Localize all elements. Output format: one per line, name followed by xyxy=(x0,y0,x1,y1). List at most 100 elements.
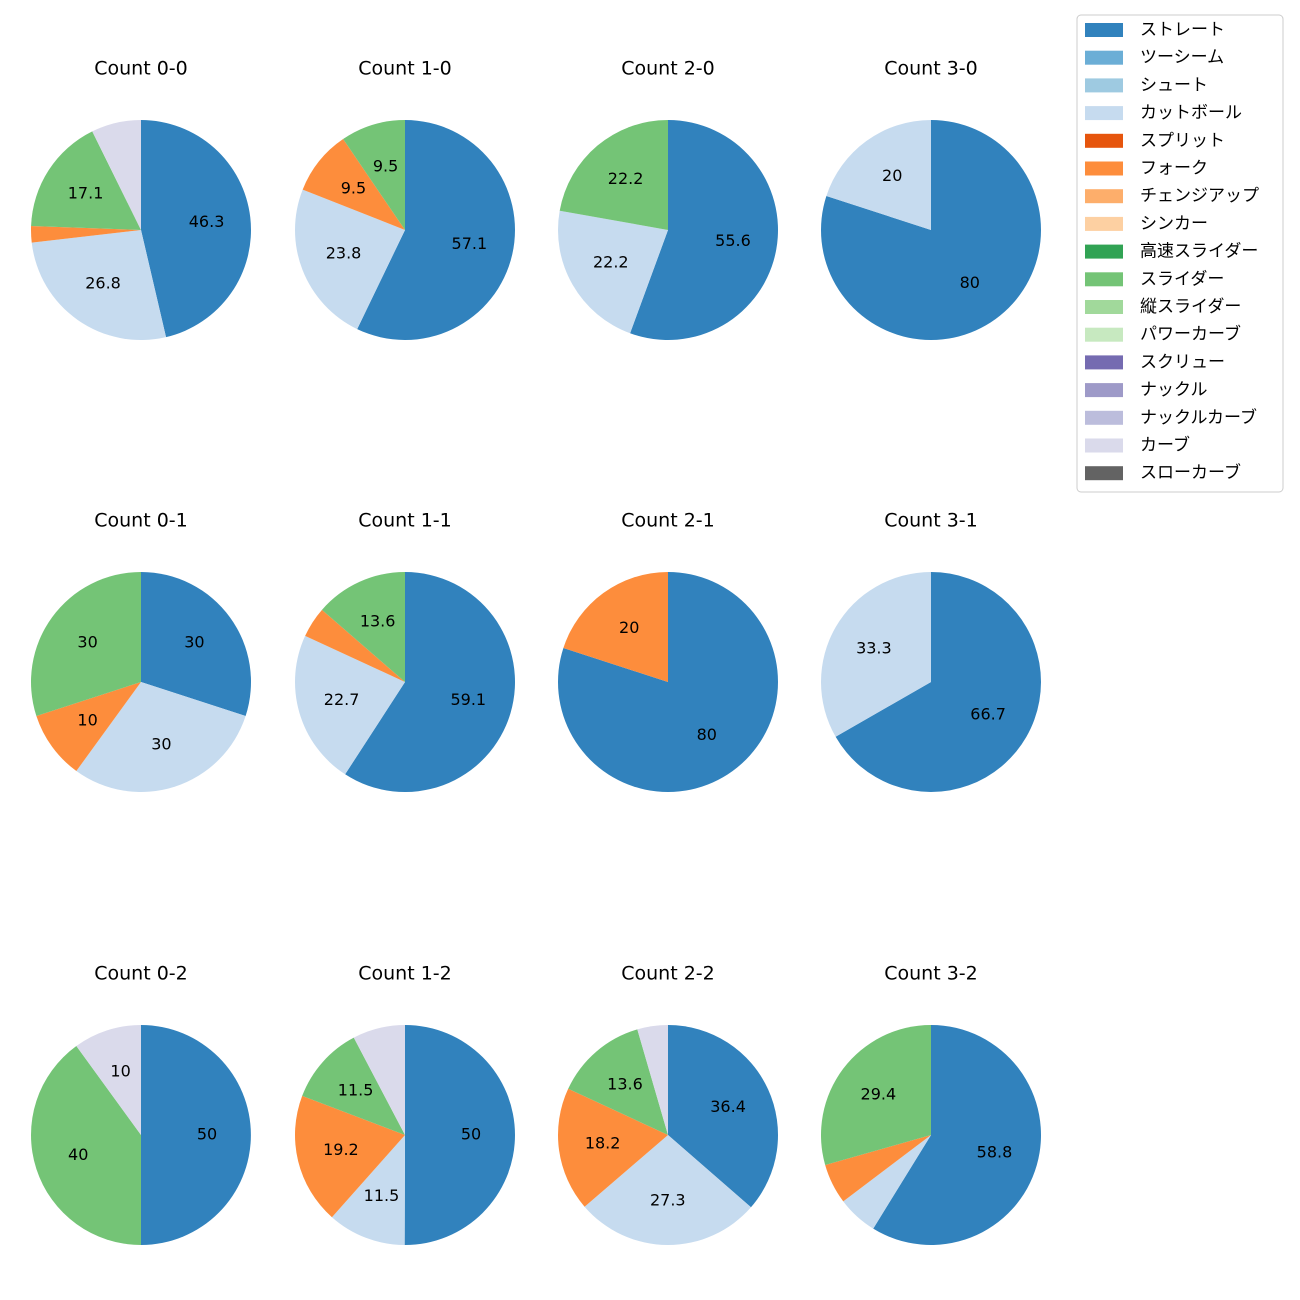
pie-slice xyxy=(343,120,405,230)
pie-slice xyxy=(668,1025,779,1208)
pie-slice xyxy=(141,120,251,338)
value-label: 80 xyxy=(697,725,717,744)
value-label: 10 xyxy=(110,1062,130,1081)
legend-box xyxy=(1076,14,1284,493)
value-label: 27.3 xyxy=(650,1190,686,1209)
legend-swatch xyxy=(1085,300,1123,314)
legend-swatch xyxy=(1085,23,1123,37)
pie-slice xyxy=(302,139,405,230)
pie-slice xyxy=(141,572,251,716)
pie-slice xyxy=(820,572,931,737)
pie-slice xyxy=(141,1025,251,1245)
legend-swatch xyxy=(1085,78,1123,93)
value-label: 30 xyxy=(184,633,204,652)
legend-label: フォーク xyxy=(1140,159,1208,179)
legend-label: カットボール xyxy=(1140,103,1242,123)
value-label: 59.1 xyxy=(450,690,486,709)
pie-slice xyxy=(873,1025,1041,1245)
pie-slice xyxy=(821,120,1041,341)
value-label: 50 xyxy=(461,1125,481,1144)
chart-title: Count 1-0 xyxy=(358,58,452,80)
value-label: 55.6 xyxy=(715,231,751,250)
value-label: 20 xyxy=(619,618,639,637)
legend-label: 縦スライダー xyxy=(1140,297,1241,317)
pie-slice xyxy=(821,1025,931,1166)
pie-slice xyxy=(294,189,405,330)
value-label: 58.8 xyxy=(977,1143,1013,1162)
value-label: 13.6 xyxy=(607,1074,643,1093)
legend-label: パワーカーブ xyxy=(1140,324,1241,345)
legend-label: カーブ xyxy=(1140,435,1190,456)
chart-title: Count 2-0 xyxy=(621,58,715,80)
value-label: 26.8 xyxy=(85,273,121,292)
legend-swatch xyxy=(1085,272,1123,287)
pie-slice xyxy=(630,120,778,340)
value-label: 40 xyxy=(68,1145,88,1164)
chart-title: Count 3-2 xyxy=(884,963,978,985)
pie-slice xyxy=(843,1135,931,1229)
legend-swatch xyxy=(1085,466,1123,481)
pie-slice xyxy=(31,226,141,243)
legend-label: スプリット xyxy=(1140,131,1225,151)
legend-swatch xyxy=(1085,106,1123,121)
value-label: 30 xyxy=(77,633,97,652)
pie-slice xyxy=(331,1135,405,1245)
value-label: 66.7 xyxy=(970,705,1006,724)
pie-slice xyxy=(558,210,668,334)
legend-swatch xyxy=(1085,355,1123,370)
value-label: 30 xyxy=(151,734,171,753)
pie-slice xyxy=(36,682,141,771)
legend-label: ツーシーム xyxy=(1140,48,1224,68)
pie-slice xyxy=(31,230,167,340)
chart-title: Count 0-2 xyxy=(94,963,188,985)
legend-swatch xyxy=(1085,244,1123,259)
pie-slice xyxy=(825,1135,931,1202)
legend-label: シュート xyxy=(1140,75,1208,95)
legend-label: スローカーブ xyxy=(1140,462,1241,483)
value-label: 19.2 xyxy=(323,1140,359,1159)
value-label: 17.1 xyxy=(68,184,104,203)
pie-slice xyxy=(302,1037,405,1135)
value-label: 36.4 xyxy=(710,1097,746,1116)
pie-slice xyxy=(92,120,141,230)
pie-slice xyxy=(559,120,668,230)
chart-title: Count 3-1 xyxy=(884,510,978,532)
value-label: 50 xyxy=(197,1125,217,1144)
pie-slice xyxy=(835,572,1041,792)
chart-title: Count 0-1 xyxy=(94,510,188,532)
value-label: 29.4 xyxy=(861,1085,897,1104)
legend-label: チェンジアップ xyxy=(1140,186,1259,206)
legend-label: 高速スライダー xyxy=(1140,242,1258,262)
legend-swatch xyxy=(1085,383,1123,398)
chart-title: Count 3-0 xyxy=(884,58,978,80)
value-label: 22.2 xyxy=(593,252,629,271)
pie-slice xyxy=(76,1025,141,1135)
pie-slice xyxy=(76,682,246,792)
pie-slice xyxy=(30,572,142,716)
chart-title: Count 2-1 xyxy=(621,510,715,532)
chart-title: Count 1-2 xyxy=(358,963,452,985)
pie-slice xyxy=(31,131,142,230)
value-label: 13.6 xyxy=(360,611,396,630)
pie-slice xyxy=(584,1135,751,1245)
pie-slice xyxy=(563,572,668,682)
legend-label: スライダー xyxy=(1140,269,1224,289)
legend-label: ナックルカーブ xyxy=(1140,407,1257,428)
pie-slice xyxy=(295,1095,405,1218)
legend-label: スクリュー xyxy=(1140,352,1225,372)
value-label: 10 xyxy=(77,710,97,729)
chart-title: Count 0-0 xyxy=(94,58,188,80)
value-label: 22.2 xyxy=(608,169,644,188)
value-label: 33.3 xyxy=(856,638,892,657)
pie-slice xyxy=(305,609,405,682)
pie-slice xyxy=(31,1046,141,1245)
value-label: 11.5 xyxy=(364,1186,400,1205)
value-label: 57.1 xyxy=(452,234,488,253)
pie-slice xyxy=(353,1025,405,1135)
pie-slice xyxy=(637,1025,668,1135)
value-label: 22.7 xyxy=(324,690,360,709)
legend-swatch xyxy=(1085,438,1123,453)
value-label: 11.5 xyxy=(338,1081,374,1100)
legend-swatch xyxy=(1085,161,1123,176)
legend-label: ストレート xyxy=(1140,20,1225,40)
